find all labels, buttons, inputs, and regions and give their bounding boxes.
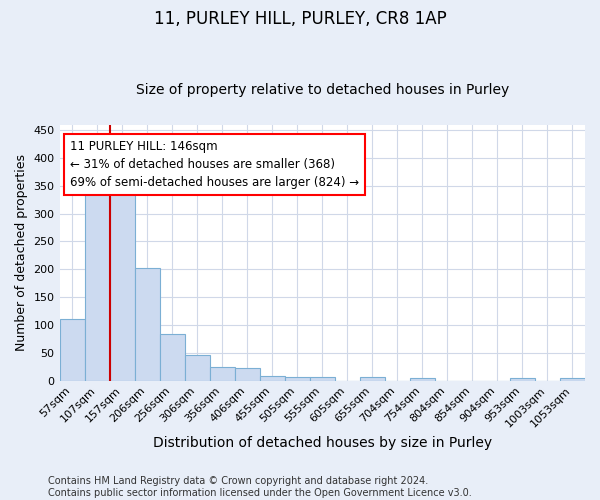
- Bar: [110, 192, 134, 380]
- Bar: [85, 187, 110, 380]
- Bar: [560, 378, 585, 380]
- Bar: [134, 268, 160, 380]
- Bar: [285, 376, 310, 380]
- Bar: [260, 376, 285, 380]
- Text: 11 PURLEY HILL: 146sqm
← 31% of detached houses are smaller (368)
69% of semi-de: 11 PURLEY HILL: 146sqm ← 31% of detached…: [70, 140, 359, 189]
- Title: Size of property relative to detached houses in Purley: Size of property relative to detached ho…: [136, 83, 509, 97]
- X-axis label: Distribution of detached houses by size in Purley: Distribution of detached houses by size …: [153, 436, 492, 450]
- Bar: [59, 320, 85, 380]
- Bar: [160, 334, 185, 380]
- Bar: [310, 377, 335, 380]
- Bar: [209, 366, 235, 380]
- Y-axis label: Number of detached properties: Number of detached properties: [15, 154, 28, 351]
- Text: Contains HM Land Registry data © Crown copyright and database right 2024.
Contai: Contains HM Land Registry data © Crown c…: [48, 476, 472, 498]
- Bar: [360, 377, 385, 380]
- Bar: [185, 355, 209, 380]
- Text: 11, PURLEY HILL, PURLEY, CR8 1AP: 11, PURLEY HILL, PURLEY, CR8 1AP: [154, 10, 446, 28]
- Bar: [510, 378, 535, 380]
- Bar: [410, 378, 435, 380]
- Bar: [235, 368, 260, 380]
